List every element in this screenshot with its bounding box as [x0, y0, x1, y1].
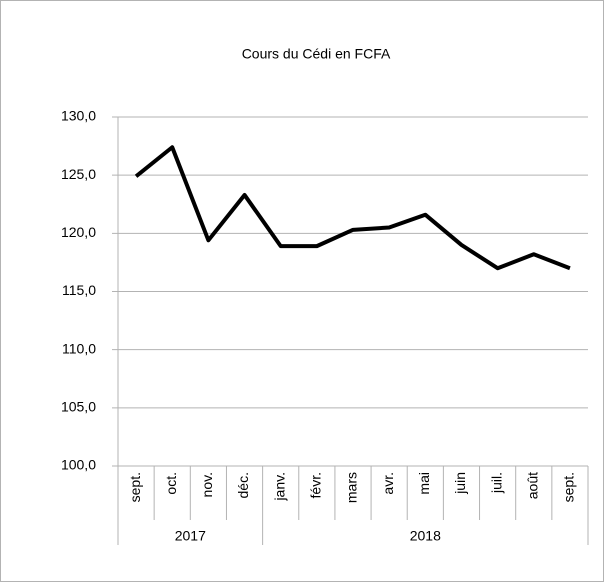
x-tick-label: févr.: [308, 472, 324, 498]
y-tick-label: 125,0: [61, 166, 96, 182]
x-tick-label: mars: [344, 472, 360, 503]
x-tick-label: déc.: [235, 472, 251, 498]
y-tick-label: 105,0: [61, 399, 96, 415]
y-tick-label: 120,0: [61, 224, 96, 240]
x-tick-label: mai: [416, 472, 432, 495]
x-tick-label: juin: [452, 472, 468, 495]
x-tick-label: août: [524, 472, 540, 499]
x-tick-label: oct.: [163, 472, 179, 495]
x-tick-label: janv.: [271, 472, 287, 502]
x-tick-label: nov.: [199, 472, 215, 497]
y-tick-label: 100,0: [61, 457, 96, 473]
y-tick-label: 115,0: [62, 282, 96, 298]
y-tick-label: 130,0: [61, 108, 96, 124]
x-tick-label: juil.: [488, 472, 504, 494]
line-series: [134, 145, 571, 271]
x-tick-label: avr.: [380, 472, 396, 495]
x-tick-label: sept.: [561, 472, 577, 502]
group-label: 2018: [410, 528, 441, 544]
y-tick-label: 110,0: [62, 340, 96, 356]
group-label: 2017: [175, 528, 206, 544]
x-tick-label: sept.: [127, 472, 143, 502]
chart-title: Cours du Cédi en FCFA: [242, 46, 391, 62]
